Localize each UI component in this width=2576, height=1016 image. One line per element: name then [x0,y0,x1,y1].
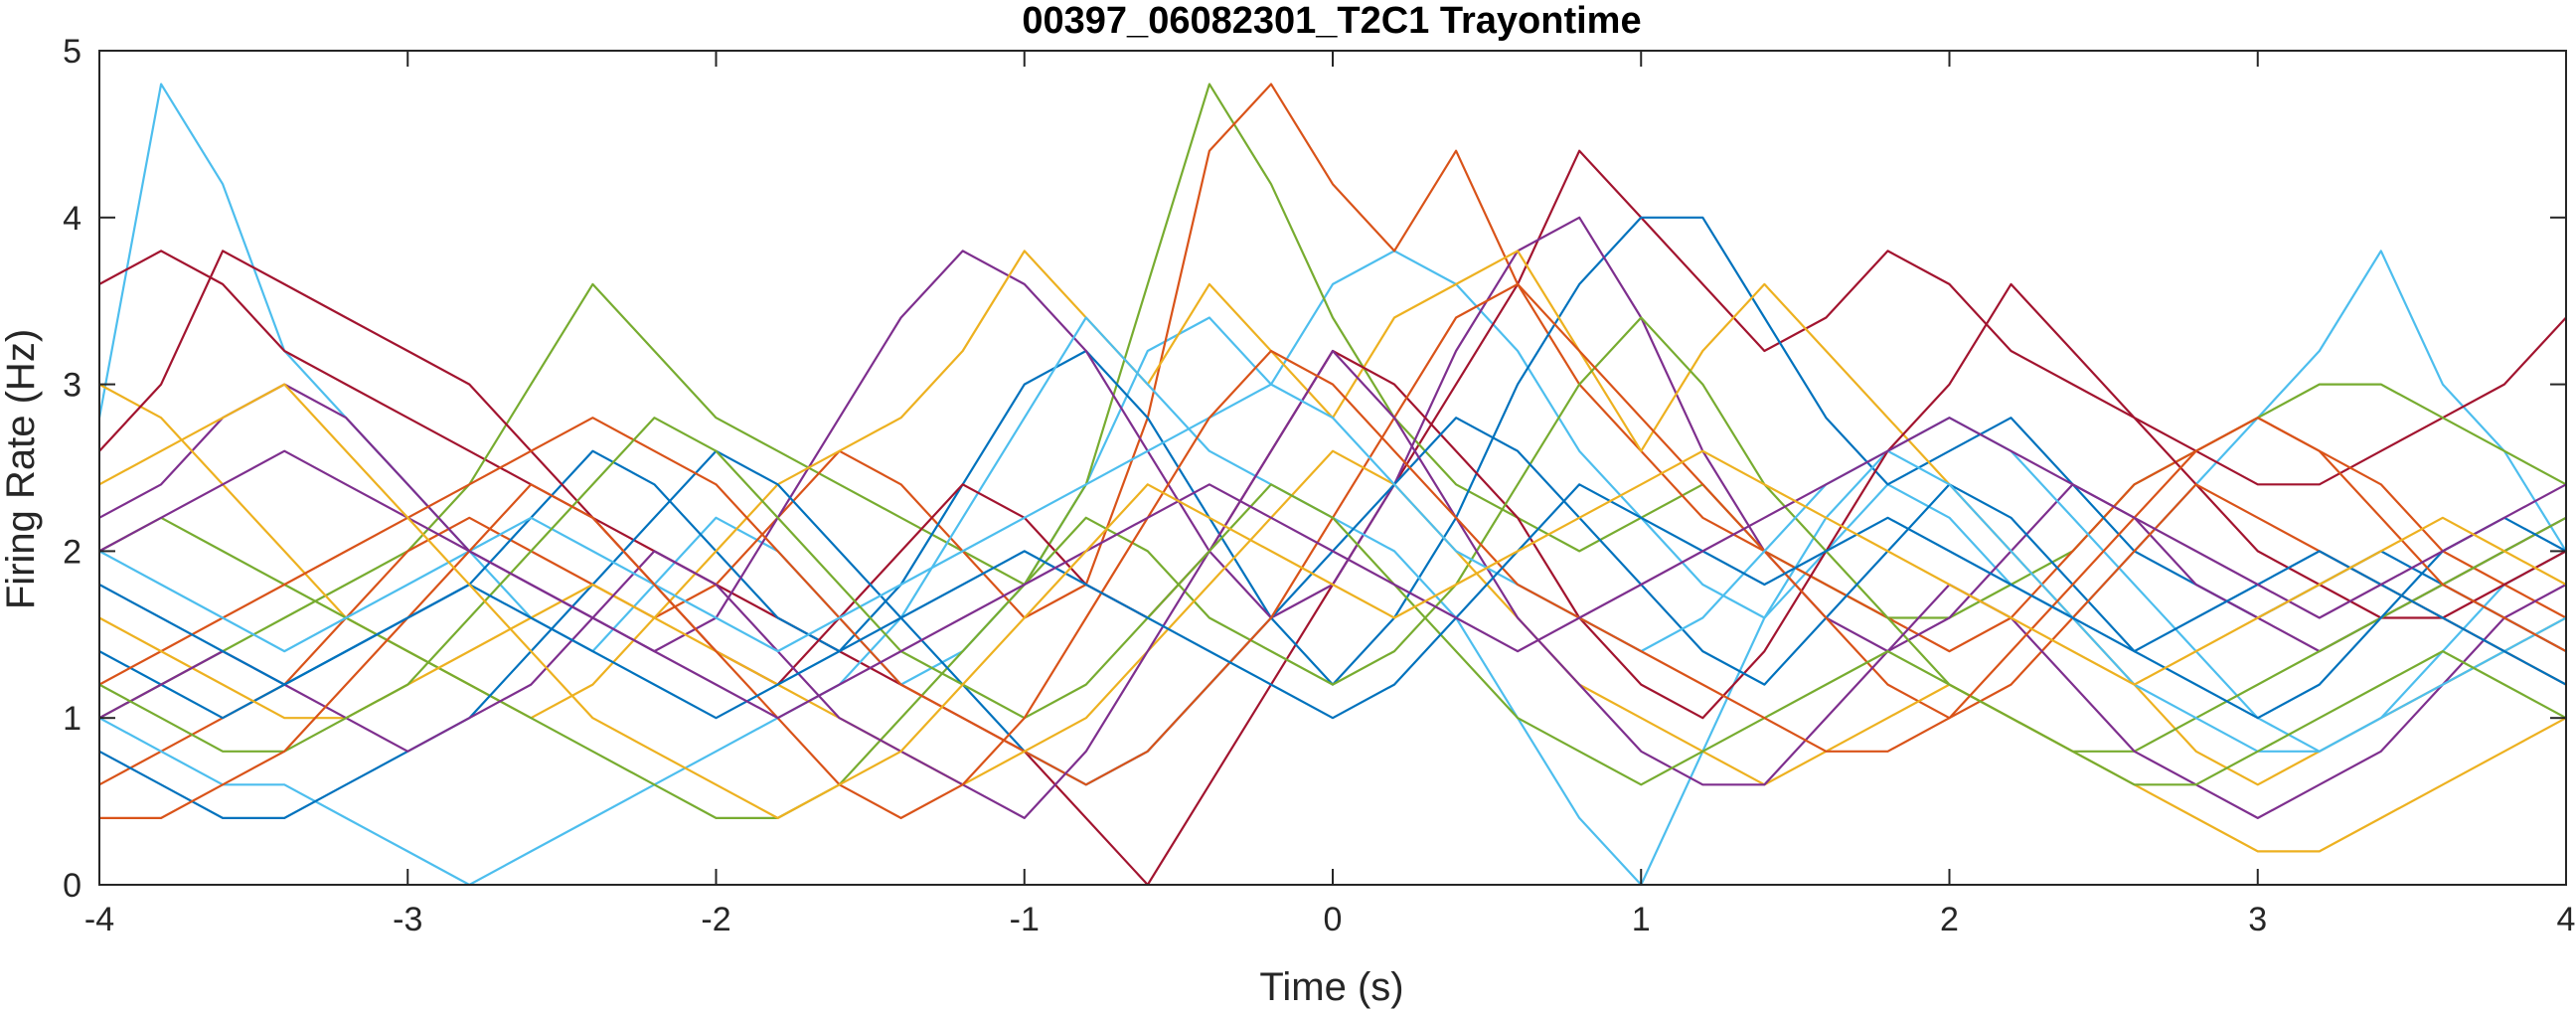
series-line-15 [98,383,2567,753]
series-line-12 [98,282,2567,786]
y-tick-label-1: 1 [63,700,81,738]
x-axis-label: Time (s) [1259,965,1403,1009]
x-tick-label-5: 1 [1632,901,1651,938]
series-line-10 [98,316,2567,820]
series-line-8 [98,316,2567,887]
series-line-18 [98,483,2567,720]
y-tick-label-4: 4 [63,200,81,238]
x-tick-label-3: -1 [1010,901,1040,938]
x-tick-label-4: 0 [1324,901,1343,938]
series-line-20 [98,383,2567,820]
y-tick-label-5: 5 [63,33,81,71]
x-tick-label-2: -2 [701,901,730,938]
y-tick-label-2: 2 [63,533,81,571]
y-tick-label-0: 0 [63,867,81,905]
series-line-3 [98,83,2567,720]
x-tick-label-1: -3 [393,901,422,938]
y-axis-label: Firing Rate (Hz) [0,329,43,609]
y-tick-label-3: 3 [63,367,81,405]
series-line-19 [98,417,2567,720]
x-tick-label-7: 3 [2248,901,2267,938]
series-line-14 [98,349,2567,820]
series-line-16 [98,417,2567,786]
series-line-5 [98,216,2567,720]
x-tick-label-0: -4 [84,901,114,938]
x-tick-label-6: 2 [1940,901,1959,938]
axes: -4 -3 -2 -1 0 1 2 3 4 0 1 2 3 4 5 [63,33,2575,938]
series-line-17 [99,349,2567,820]
chart-title: 00397_06082301_T2C1 Trayontime [1022,0,1641,42]
axes-box [98,50,2567,886]
x-tick-label-8: 4 [2557,901,2576,938]
series-line-4 [98,83,2567,786]
plot-area [97,83,2567,887]
